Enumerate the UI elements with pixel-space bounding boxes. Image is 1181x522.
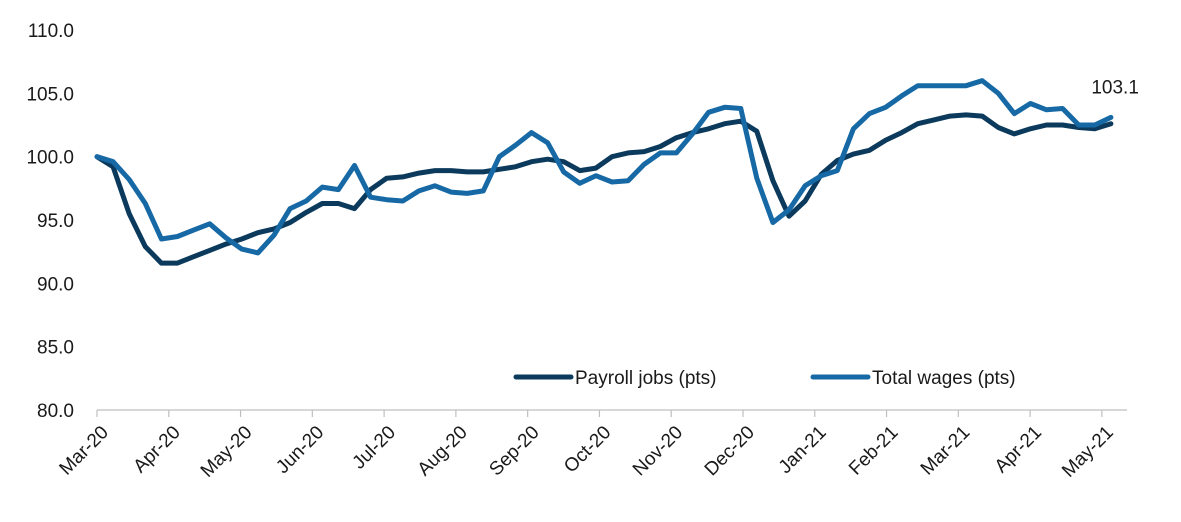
x-tick-label: Jul-20 xyxy=(349,422,400,473)
x-tick-label: Apr-21 xyxy=(991,422,1046,477)
data-label: 103.1 xyxy=(1091,77,1139,98)
y-tick-label: 95.0 xyxy=(37,211,74,232)
y-axis-labels: 80.0 85.0 90.0 95.0 100.0 105.0 110.0 xyxy=(26,21,74,422)
x-tick-label: Oct-20 xyxy=(560,422,615,477)
series-line-payroll-jobs xyxy=(94,112,1114,266)
x-tick-label: Jun-20 xyxy=(272,422,328,478)
y-tick-label: 110.0 xyxy=(28,21,74,42)
x-axis: Mar-20 Apr-20 May-20 Jun-20 Jul-20 Aug-20 Sep-… xyxy=(56,409,1127,482)
x-tick-label: Dec-20 xyxy=(701,422,759,480)
x-tick-label: May-20 xyxy=(197,422,257,482)
x-tick-label: Mar-21 xyxy=(917,422,974,479)
x-tick-label: Sep-20 xyxy=(485,422,543,480)
y-tick-label: 100.0 xyxy=(26,148,74,169)
y-tick-label: 105.0 xyxy=(26,84,74,105)
y-tick-label: 80.0 xyxy=(37,401,74,422)
y-tick-label: 85.0 xyxy=(37,338,74,359)
legend: Payroll jobs (pts) Total wages (pts) xyxy=(513,368,1016,389)
annotations: 103.1 xyxy=(1091,77,1139,98)
series-line-total-wages xyxy=(94,78,1114,256)
x-tick-label: Mar-20 xyxy=(56,422,113,479)
legend-label: Payroll jobs (pts) xyxy=(575,368,717,389)
y-tick-label: 90.0 xyxy=(37,274,74,295)
x-tick-label: Aug-20 xyxy=(414,422,472,480)
series-lines xyxy=(94,78,1114,266)
x-tick-label: Jan-21 xyxy=(775,422,831,478)
x-tick-label: Nov-20 xyxy=(629,422,687,480)
x-tick-label: Apr-20 xyxy=(130,422,185,477)
x-tick-label: Feb-21 xyxy=(845,422,902,479)
legend-label: Total wages (pts) xyxy=(872,368,1016,389)
x-tick-label: May-21 xyxy=(1058,422,1118,482)
